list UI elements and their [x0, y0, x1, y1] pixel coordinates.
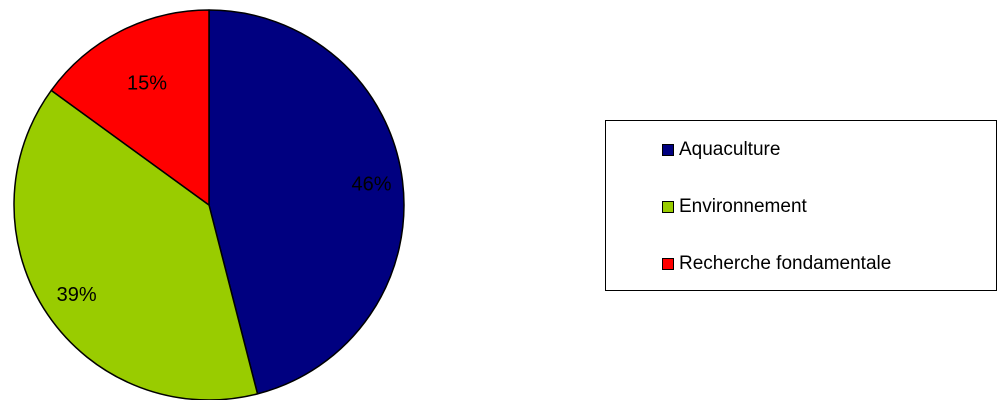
- legend-item-recherche-fondamentale: Recherche fondamentale: [662, 252, 891, 276]
- legend-swatch-recherche-fondamentale: [662, 258, 674, 270]
- legend-item-environnement: Environnement: [662, 195, 807, 219]
- legend-swatch-aquaculture: [662, 144, 674, 156]
- data-label-recherche-fondamentale: 15%: [127, 72, 167, 94]
- legend-item-aquaculture: Aquaculture: [662, 138, 780, 162]
- legend-label-aquaculture: Aquaculture: [679, 139, 781, 160]
- pie-slice-aquaculture: [208, 9, 405, 395]
- data-label-aquaculture: 46%: [351, 174, 391, 196]
- legend-label-recherche-fondamentale: Recherche fondamentale: [679, 253, 892, 274]
- pie-slice-recherche-fondamentale: [50, 9, 210, 206]
- chart-legend: Aquaculture Environnement Recherche fond…: [605, 120, 997, 291]
- pie-slices: [13, 9, 405, 400]
- pie-data-labels: 46% 39% 15%: [57, 72, 392, 306]
- pie-slice-environnement: [13, 89, 259, 400]
- legend-label-environnement: Environnement: [679, 196, 807, 217]
- data-label-environnement: 39%: [57, 284, 97, 306]
- legend-swatch-environnement: [662, 201, 674, 213]
